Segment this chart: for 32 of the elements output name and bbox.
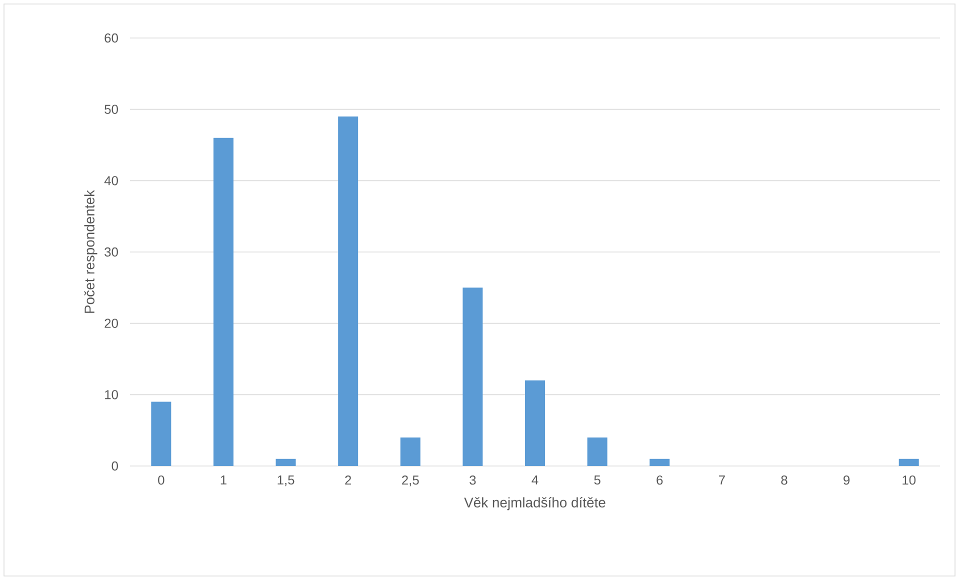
bar bbox=[525, 380, 546, 466]
y-tick-label: 10 bbox=[105, 390, 118, 400]
bar bbox=[338, 116, 358, 466]
x-tick-label: 2,5 bbox=[402, 476, 419, 486]
bar bbox=[587, 437, 608, 466]
bar bbox=[276, 458, 296, 466]
x-tick-label: 1,5 bbox=[278, 476, 294, 486]
x-tick-label: 3 bbox=[470, 476, 476, 485]
y-tick-label: 60 bbox=[104, 33, 118, 43]
bar bbox=[650, 458, 670, 466]
x-tick-label: 8 bbox=[781, 476, 788, 485]
y-tick-label: 50 bbox=[104, 104, 118, 114]
x-tick-label: 9 bbox=[844, 476, 850, 485]
x-tick-label: 0 bbox=[158, 476, 164, 485]
y-tick-label: 40 bbox=[104, 176, 118, 186]
x-tick-label: 2 bbox=[345, 476, 352, 485]
bar bbox=[462, 288, 483, 466]
x-tick-label: 10 bbox=[902, 476, 916, 485]
bar bbox=[400, 437, 420, 466]
bar bbox=[213, 138, 234, 466]
x-axis-title: Věk nejmladšího dítěte bbox=[464, 497, 606, 510]
bar bbox=[151, 402, 172, 466]
x-tick-label: 4 bbox=[532, 476, 538, 484]
x-tick-label: 1 bbox=[220, 476, 226, 484]
y-tick-label: 0 bbox=[112, 461, 118, 471]
x-tick-label: 6 bbox=[656, 476, 663, 485]
x-tick-label: 5 bbox=[594, 476, 600, 485]
x-tick-label: 7 bbox=[719, 476, 725, 484]
bar bbox=[898, 458, 919, 466]
y-tick-label: 20 bbox=[104, 318, 118, 328]
y-axis-title: Počet respondentek bbox=[84, 190, 98, 313]
y-tick-label: 30 bbox=[104, 247, 118, 257]
